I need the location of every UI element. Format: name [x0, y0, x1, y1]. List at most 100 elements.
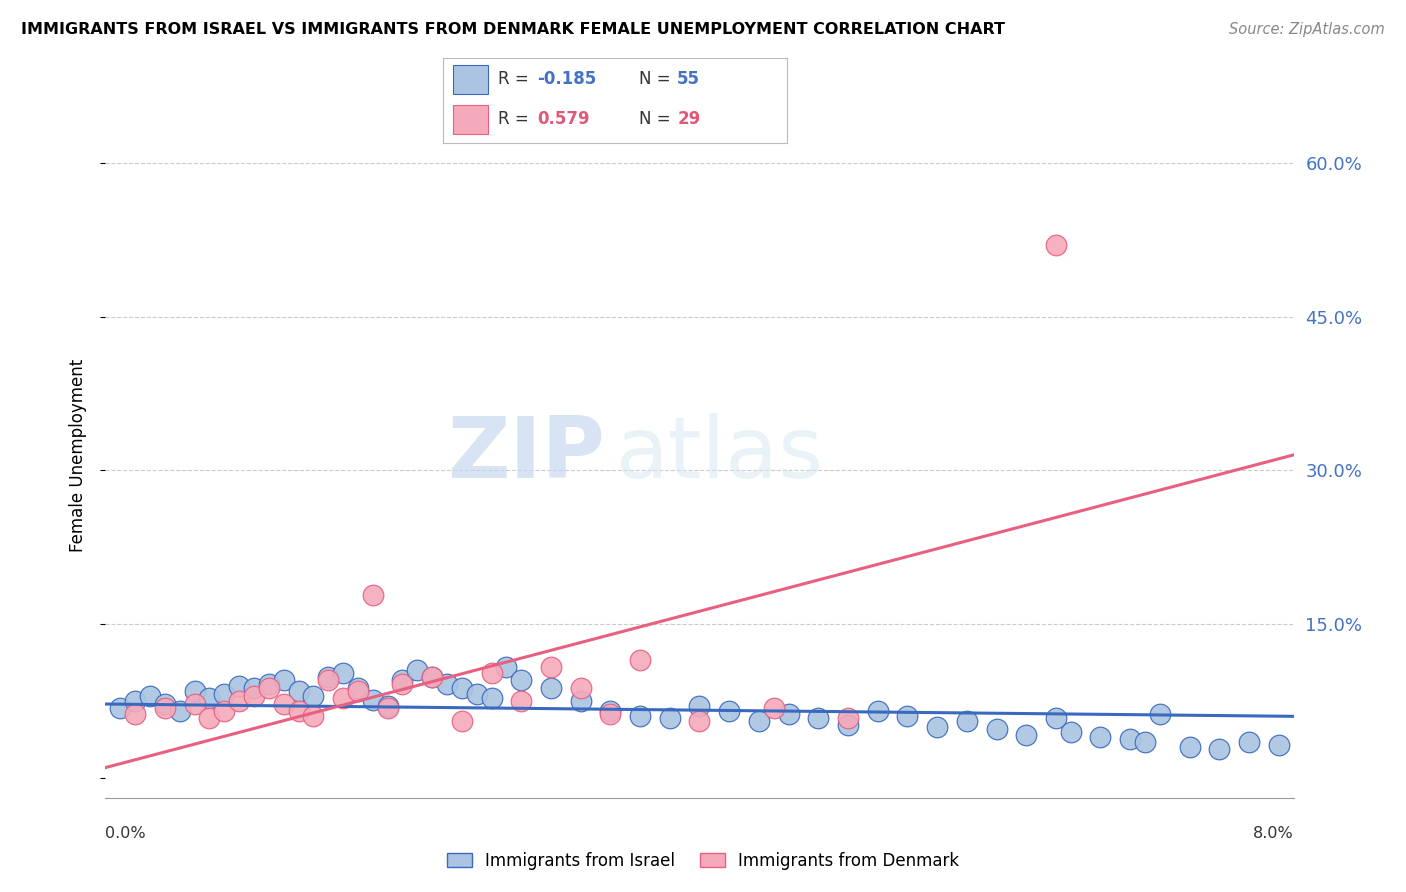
Text: ZIP: ZIP [447, 413, 605, 497]
Point [228, 694, 250, 708]
Point [153, 701, 176, 715]
Point [540, 681, 562, 695]
Point [257, 676, 280, 690]
Point [1133, 735, 1156, 749]
Point [302, 689, 325, 703]
Point [183, 683, 205, 698]
Point [406, 663, 429, 677]
Point [450, 681, 472, 695]
Point [465, 687, 488, 701]
Bar [453, 65, 488, 94]
Point [689, 699, 711, 714]
Point [1090, 730, 1112, 744]
Point [198, 690, 221, 705]
Point [628, 709, 651, 723]
Point [1267, 738, 1289, 752]
Point [124, 694, 146, 708]
Point [1060, 724, 1083, 739]
Point [436, 676, 458, 690]
Point [273, 673, 295, 688]
Point [807, 711, 830, 725]
Text: N =: N = [640, 110, 676, 128]
Point [420, 670, 443, 684]
Legend: Immigrants from Israel, Immigrants from Denmark: Immigrants from Israel, Immigrants from … [440, 846, 966, 877]
Point [347, 681, 370, 695]
Point [332, 690, 354, 705]
Point [1045, 711, 1067, 725]
Point [316, 670, 339, 684]
Point [361, 693, 384, 707]
Point [302, 709, 325, 723]
Point [377, 701, 399, 715]
Point [540, 660, 562, 674]
Point [316, 673, 339, 688]
Text: 0.0%: 0.0% [105, 827, 146, 841]
Point [169, 704, 191, 718]
Point [183, 697, 205, 711]
Text: Source: ZipAtlas.com: Source: ZipAtlas.com [1229, 22, 1385, 37]
Point [762, 701, 785, 715]
Point [243, 681, 266, 695]
Point [481, 690, 503, 705]
Point [748, 714, 770, 729]
Text: 55: 55 [678, 70, 700, 88]
Point [628, 653, 651, 667]
Point [243, 689, 266, 703]
Point [110, 701, 132, 715]
Point [420, 670, 443, 684]
Point [332, 666, 354, 681]
Point [956, 714, 979, 729]
Text: -0.185: -0.185 [537, 70, 598, 88]
Point [866, 704, 889, 718]
Point [510, 673, 533, 688]
Point [569, 694, 592, 708]
Text: R =: R = [498, 70, 534, 88]
Point [837, 711, 859, 725]
Point [257, 681, 280, 695]
Point [273, 697, 295, 711]
Point [599, 704, 621, 718]
Point [214, 687, 236, 701]
Point [1149, 707, 1171, 722]
Point [153, 697, 176, 711]
Point [778, 707, 800, 722]
Point [599, 707, 621, 722]
Point [927, 720, 949, 734]
Point [198, 711, 221, 725]
Point [377, 699, 399, 714]
Text: R =: R = [498, 110, 534, 128]
Point [287, 683, 309, 698]
Point [718, 704, 741, 718]
Text: N =: N = [640, 70, 676, 88]
Point [896, 709, 918, 723]
Point [986, 722, 1008, 736]
Point [481, 666, 503, 681]
Point [287, 704, 309, 718]
Point [837, 717, 859, 731]
Point [391, 676, 413, 690]
Point [228, 679, 250, 693]
Point [1237, 735, 1260, 749]
Bar [453, 105, 488, 134]
Point [689, 714, 711, 729]
Text: 8.0%: 8.0% [1253, 827, 1294, 841]
Point [1208, 742, 1230, 756]
Text: 29: 29 [678, 110, 700, 128]
Point [214, 704, 236, 718]
Text: atlas: atlas [616, 413, 824, 497]
Point [391, 673, 413, 688]
Point [1178, 740, 1201, 755]
Text: IMMIGRANTS FROM ISRAEL VS IMMIGRANTS FROM DENMARK FEMALE UNEMPLOYMENT CORRELATIO: IMMIGRANTS FROM ISRAEL VS IMMIGRANTS FRO… [21, 22, 1005, 37]
Point [1015, 728, 1038, 742]
Text: 0.579: 0.579 [537, 110, 591, 128]
Point [495, 660, 517, 674]
Point [347, 683, 370, 698]
Point [658, 711, 681, 725]
Point [510, 694, 533, 708]
Y-axis label: Female Unemployment: Female Unemployment [69, 359, 87, 551]
Point [450, 714, 472, 729]
Point [139, 689, 162, 703]
Point [569, 681, 592, 695]
Point [1119, 731, 1142, 746]
Point [124, 707, 146, 722]
